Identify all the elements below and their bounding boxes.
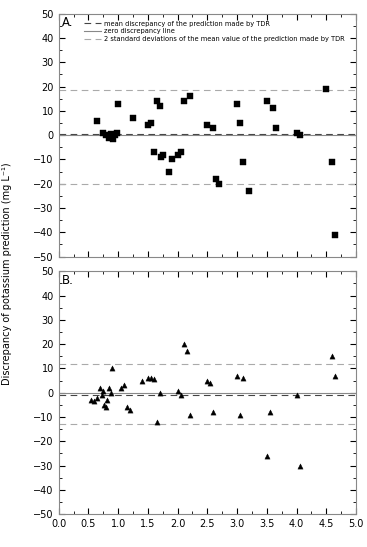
Point — [154, 417, 160, 426]
Point — [127, 405, 133, 414]
Point — [186, 92, 192, 101]
Point — [109, 364, 115, 373]
Point — [108, 388, 114, 397]
Point — [151, 148, 157, 156]
Text: B.: B. — [62, 274, 73, 287]
Point — [175, 387, 181, 396]
Point — [213, 174, 219, 183]
Point — [237, 119, 243, 127]
Point — [329, 158, 335, 166]
Point — [240, 158, 246, 166]
Point — [148, 119, 154, 127]
Point — [105, 395, 110, 404]
Point — [100, 387, 106, 396]
Point — [166, 167, 172, 176]
Point — [297, 461, 302, 470]
Point — [181, 340, 186, 348]
Point — [210, 408, 216, 416]
Point — [130, 114, 136, 123]
Point — [157, 388, 163, 397]
Text: Discrepancy of potassium prediction (mg L⁻¹): Discrepancy of potassium prediction (mg … — [2, 162, 12, 385]
Point — [160, 150, 166, 159]
Point — [207, 379, 213, 387]
Point — [108, 130, 114, 138]
Text: A.: A. — [62, 16, 73, 29]
Point — [204, 121, 210, 130]
Point — [294, 391, 299, 399]
Point — [148, 374, 154, 382]
Point — [204, 376, 210, 385]
Point — [88, 395, 94, 404]
Point — [323, 85, 329, 94]
Point — [240, 374, 246, 382]
Point — [145, 121, 151, 130]
Point — [106, 133, 112, 142]
Point — [178, 391, 184, 399]
Point — [145, 374, 151, 382]
Point — [151, 375, 157, 383]
Point — [109, 131, 115, 139]
Point — [114, 129, 120, 137]
Point — [112, 131, 118, 139]
Point — [158, 153, 164, 161]
Point — [332, 371, 338, 380]
Point — [124, 403, 130, 412]
Point — [102, 400, 108, 409]
Point — [121, 381, 127, 390]
Point — [186, 410, 192, 419]
Point — [264, 451, 270, 460]
Point — [270, 104, 276, 113]
Point — [210, 124, 216, 132]
Point — [94, 116, 100, 125]
Point — [178, 148, 184, 156]
Point — [267, 408, 273, 416]
Point — [332, 230, 338, 239]
Point — [106, 383, 112, 392]
Point — [216, 179, 222, 188]
Point — [97, 383, 103, 392]
Point — [246, 187, 252, 195]
Point — [154, 97, 160, 106]
Point — [234, 371, 240, 380]
Legend: mean discrepancy of the prediction made by TDR, zero discrepancy line, 2 standar: mean discrepancy of the prediction made … — [83, 20, 346, 43]
Point — [110, 135, 116, 143]
Point — [103, 403, 109, 412]
Point — [91, 397, 97, 405]
Point — [100, 129, 106, 137]
Point — [273, 124, 279, 132]
Point — [234, 99, 240, 108]
Point — [184, 347, 189, 356]
Point — [264, 97, 270, 106]
Point — [294, 129, 299, 137]
Point — [139, 376, 145, 385]
Point — [118, 383, 124, 392]
Point — [94, 393, 100, 402]
Point — [99, 391, 105, 399]
Point — [181, 97, 186, 106]
Point — [175, 150, 181, 159]
Point — [115, 99, 121, 108]
Point — [157, 102, 163, 110]
Point — [329, 352, 335, 360]
Point — [297, 131, 302, 139]
Point — [169, 155, 175, 164]
Point — [237, 410, 243, 419]
Point — [103, 131, 109, 139]
